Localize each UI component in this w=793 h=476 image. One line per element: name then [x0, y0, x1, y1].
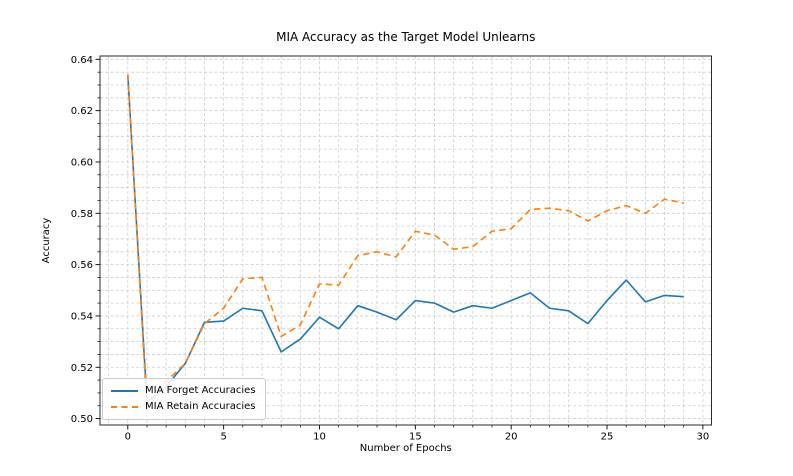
- legend-item-retain: MIA Retain Accuracies: [111, 399, 256, 415]
- tick-layer: 0 5 10 15 20 25 30 0.50 0.52 0.54 0.56 0.58 0.60 0.62…: [71, 55, 710, 443]
- plot-frame: [99, 55, 712, 426]
- retain-line-sample-icon: [111, 406, 138, 408]
- y-tick-label: 0.64: [71, 55, 93, 66]
- y-tick-label: 0.52: [71, 363, 93, 374]
- x-tick-label: 20: [505, 432, 518, 443]
- grid-layer: [100, 56, 712, 425]
- x-tick-label: 10: [313, 432, 326, 443]
- x-tick-label: 25: [601, 432, 614, 443]
- legend-label-retain: MIA Retain Accuracies: [145, 401, 256, 412]
- series-line-mia-retain-accuracies: [127, 74, 684, 410]
- x-tick-label: 15: [409, 432, 422, 443]
- y-tick-label: 0.60: [71, 157, 93, 168]
- chart-title: MIA Accuracy as the Target Model Unlearn…: [276, 30, 535, 44]
- x-tick-label: 5: [220, 432, 226, 443]
- legend: MIA Forget Accuracies MIA Retain Accurac…: [102, 378, 266, 420]
- y-axis-label: Accuracy: [41, 218, 52, 264]
- legend-item-forget: MIA Forget Accuracies: [111, 383, 256, 399]
- y-tick-label: 0.62: [71, 106, 93, 117]
- forget-line-sample-icon: [111, 390, 138, 392]
- y-tick-label: 0.56: [71, 260, 93, 271]
- x-tick-label: 30: [697, 432, 710, 443]
- y-tick-label: 0.58: [71, 209, 93, 220]
- y-tick-label: 0.50: [71, 414, 93, 425]
- x-tick-label: 0: [125, 432, 131, 443]
- x-axis-label: Number of Epochs: [360, 443, 452, 454]
- y-tick-label: 0.54: [71, 311, 93, 322]
- series-line-mia-forget-accuracies: [127, 74, 684, 403]
- legend-label-forget: MIA Forget Accuracies: [145, 385, 256, 396]
- series-layer: [127, 74, 684, 410]
